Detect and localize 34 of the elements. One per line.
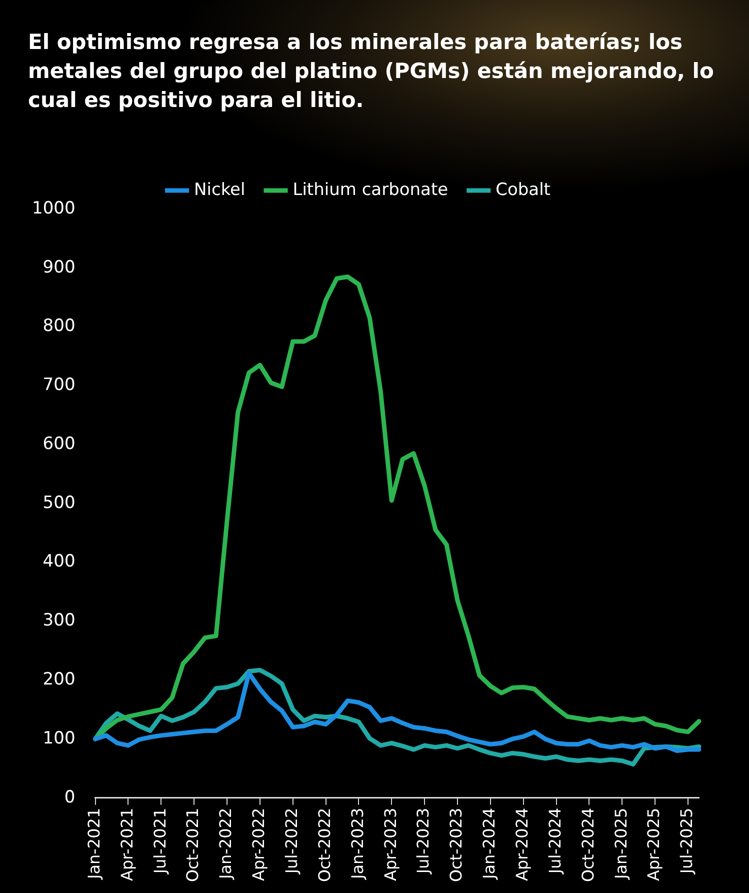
x-tick-label: Apr-2021 — [117, 808, 136, 881]
x-tick-label: Jan-2025 — [611, 808, 630, 880]
x-tick-label: Jul-2023 — [414, 808, 433, 875]
x-tick-label: Oct-2021 — [183, 808, 202, 882]
x-tick-label: Jan-2021 — [84, 808, 104, 880]
x-tick-label: Apr-2023 — [380, 808, 400, 881]
y-tick-label: 500 — [42, 492, 76, 513]
x-tick-label: Oct-2022 — [314, 808, 334, 882]
x-tick-label: Apr-2025 — [644, 808, 664, 881]
x-tick-label: Apr-2024 — [512, 808, 532, 881]
x-tick-label: Jul-2021 — [150, 808, 170, 875]
x-tick-label: Jan-2023 — [348, 808, 367, 880]
x-tick-label: Jul-2025 — [677, 808, 696, 875]
x-tick-label: Oct-2024 — [578, 808, 598, 882]
x-tick-label: Jan-2024 — [480, 808, 499, 880]
y-tick-label: 0 — [64, 787, 76, 808]
x-tick-label: Jan-2022 — [216, 808, 236, 880]
chart-title: El optimismo regresa a los minerales para baterías; los metales del grupo del platino (PGMs) están mejorando, lo cual es positivo para el litio. — [28, 29, 715, 114]
legend-label: Nickel — [194, 180, 246, 200]
x-tick-label: Apr-2022 — [249, 808, 268, 881]
x-tick-label: Oct-2023 — [446, 808, 466, 882]
legend-label: Cobalt — [496, 180, 551, 200]
y-tick-label: 400 — [42, 552, 76, 572]
y-tick-label: 900 — [42, 257, 76, 278]
y-tick-label: 800 — [42, 316, 76, 336]
legend-label: Lithium carbonate — [292, 180, 448, 200]
x-tick-label: Jul-2024 — [545, 808, 564, 875]
x-tick-label: Jul-2022 — [282, 808, 302, 875]
y-tick-label: 100 — [42, 728, 76, 748]
y-tick-label: 700 — [42, 375, 76, 396]
y-tick-label: 1000 — [32, 198, 76, 218]
y-tick-label: 200 — [42, 669, 76, 690]
y-tick-label: 600 — [42, 434, 76, 454]
y-tick-label: 300 — [42, 610, 76, 631]
